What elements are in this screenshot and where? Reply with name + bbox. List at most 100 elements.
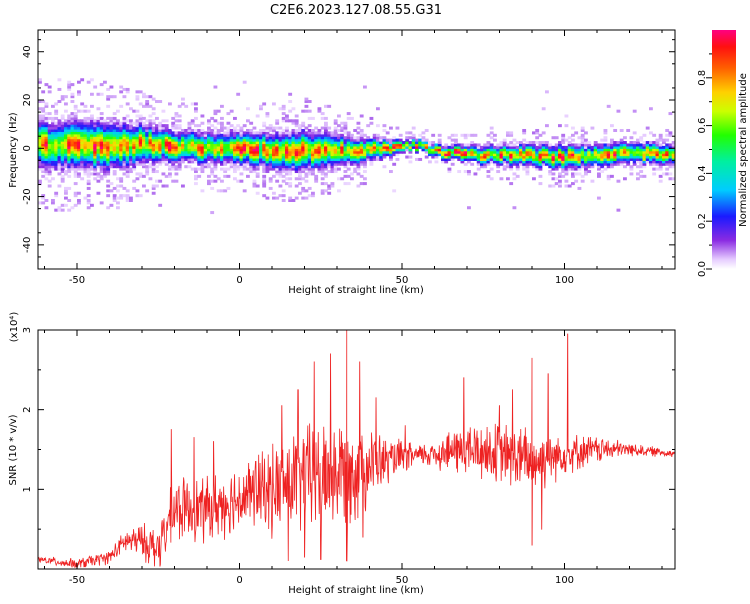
heatmap-cell (236, 165, 241, 169)
heatmap-cell (148, 153, 153, 157)
heatmap-cell (64, 143, 68, 147)
heatmap-cell (626, 160, 631, 164)
heatmap-cell (135, 141, 140, 145)
heatmap-cell (473, 157, 478, 161)
heatmap-cell (44, 143, 49, 147)
heatmap-cell (671, 145, 675, 149)
heatmap-cell (262, 184, 267, 188)
heatmap-cell (187, 155, 192, 159)
heatmap-cell (122, 165, 127, 169)
heatmap-cell (337, 145, 341, 149)
heatmap-cell (135, 124, 140, 128)
heatmap-cell (60, 131, 65, 135)
heatmap-cell (662, 145, 666, 149)
heatmap-cell (356, 126, 361, 130)
heatmap-cell (551, 153, 556, 157)
heatmap-cell (600, 150, 605, 154)
heatmap-cell (138, 172, 143, 176)
heatmap-cell (272, 153, 276, 157)
heatmap-cell (372, 155, 377, 159)
heatmap-cell (304, 141, 309, 145)
heatmap-cell (561, 141, 566, 145)
heatmap-cell (593, 153, 598, 157)
heatmap-cell (67, 116, 72, 120)
heatmap-cell (512, 155, 517, 159)
heatmap-cell (223, 131, 228, 135)
heatmap-cell (467, 153, 471, 157)
heatmap-cell (447, 150, 452, 154)
heatmap-cell (242, 165, 247, 169)
heatmap-cell (613, 155, 618, 159)
heatmap-cell (610, 148, 614, 152)
heatmap-cell (268, 160, 273, 164)
heatmap-cell (506, 143, 510, 147)
heatmap-cell (600, 153, 605, 157)
heatmap-cell (512, 172, 517, 176)
heatmap-cell (584, 155, 588, 159)
heatmap-cell (148, 119, 153, 123)
heatmap-cell (398, 141, 403, 145)
heatmap-cell (268, 179, 273, 183)
heatmap-cell (366, 145, 371, 149)
heatmap-cell (613, 128, 618, 132)
heatmap-cell (447, 153, 452, 157)
heatmap-cell (561, 133, 566, 137)
heatmap-cell (538, 162, 543, 166)
heatmap-cell (272, 145, 276, 149)
heatmap-cell (619, 160, 624, 164)
heatmap-cell (298, 157, 302, 161)
heatmap-cell (356, 157, 361, 161)
heatmap-cell (437, 141, 442, 145)
heatmap-cell (333, 143, 338, 147)
heatmap-cell (249, 138, 254, 142)
heatmap-cell (216, 155, 221, 159)
heatmap-cell (226, 157, 231, 161)
heatmap-cell (145, 145, 150, 149)
heatmap-cell (580, 136, 585, 140)
heatmap-cell (187, 121, 192, 125)
heatmap-cell (291, 198, 296, 202)
heatmap-cell (242, 136, 247, 140)
heatmap-cell (67, 119, 72, 123)
heatmap-cell (239, 155, 244, 159)
heatmap-cell (551, 165, 556, 169)
heatmap-cell (301, 133, 306, 137)
heatmap-cell (93, 141, 98, 145)
heatmap-cell (515, 167, 520, 171)
heatmap-cell (437, 150, 442, 154)
heatmap-cell (333, 119, 338, 123)
heatmap-cell (177, 157, 182, 161)
heatmap-cell (187, 148, 192, 152)
heatmap-cell (64, 136, 68, 140)
heatmap-cell (210, 131, 215, 135)
heatmap-cell (298, 150, 302, 154)
heatmap-cell (346, 160, 351, 164)
heatmap-cell (181, 141, 185, 145)
heatmap-cell (301, 121, 306, 125)
heatmap-cell (668, 143, 673, 147)
heatmap-cell (385, 143, 390, 147)
heatmap-cell (86, 121, 91, 125)
heatmap-cell (483, 143, 488, 147)
heatmap-cell (528, 148, 533, 152)
heatmap-cell (200, 148, 205, 152)
heatmap-cell (38, 182, 42, 186)
heatmap-cell (210, 150, 215, 154)
heatmap-cell (324, 165, 328, 169)
heatmap-cell (421, 136, 426, 140)
heatmap-cell (86, 116, 91, 120)
heatmap-cell (320, 160, 325, 164)
heatmap-cell (93, 128, 98, 132)
heatmap-cell (320, 131, 325, 135)
heatmap-cell (424, 148, 429, 152)
heatmap-cell (83, 119, 88, 123)
heatmap-cell (356, 145, 361, 149)
heatmap-cell (125, 136, 130, 140)
heatmap-cell (632, 109, 637, 113)
heatmap-cell (346, 136, 351, 140)
heatmap-cell (70, 153, 75, 157)
heatmap-cell (226, 112, 231, 116)
heatmap-cell (220, 148, 224, 152)
heatmap-cell (337, 133, 341, 137)
heatmap-cell (522, 153, 527, 157)
